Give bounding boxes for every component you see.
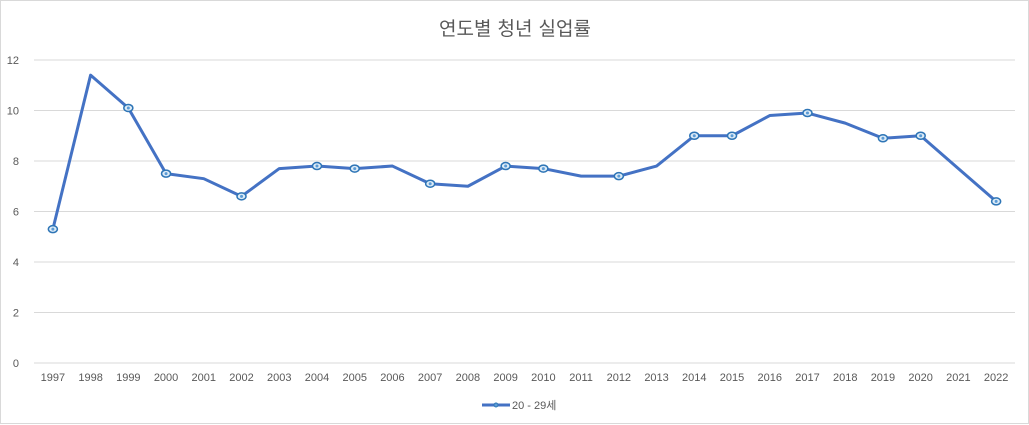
x-tick-label: 2002 [229, 372, 253, 384]
x-tick-label: 2020 [908, 372, 932, 384]
data-point-marker [160, 169, 172, 178]
series-lines [51, 73, 998, 231]
x-tick-label: 2015 [720, 372, 744, 384]
data-point-marker [123, 103, 134, 113]
data-point-marker [877, 134, 889, 143]
data-point-marker [424, 179, 436, 188]
data-point-marker [915, 131, 926, 140]
x-tick-label: 2017 [795, 372, 819, 384]
y-tick-label: 6 [13, 207, 19, 219]
y-tick-label: 2 [13, 308, 19, 320]
data-point-marker [349, 164, 360, 173]
series-markers [47, 103, 1002, 234]
x-tick-label: 2003 [267, 372, 291, 384]
y-axis-tick-labels: 0 2 4 6 8 10 12 [7, 55, 19, 370]
y-tick-label: 12 [7, 55, 19, 67]
x-tick-label: 2018 [833, 372, 857, 384]
data-point-marker [236, 192, 247, 201]
x-tick-label: 2010 [531, 372, 555, 384]
gridlines [34, 59, 1015, 364]
x-tick-label: 2013 [644, 372, 668, 384]
data-point-marker [689, 131, 700, 140]
y-tick-label: 0 [13, 358, 19, 370]
data-point-marker [990, 197, 1002, 206]
legend-label: 20 - 29세 [512, 399, 556, 412]
x-tick-label: 2019 [871, 372, 895, 384]
data-point-marker [311, 161, 323, 171]
chart-title: 연도별 청년 실업률 [439, 18, 591, 40]
series-line [51, 73, 998, 231]
x-tick-label: 2007 [418, 372, 442, 384]
data-point-marker [47, 224, 59, 234]
data-point-marker [500, 161, 511, 171]
x-axis-tick-labels: 1997 1998 1999 2000 2001 2002 2003 2004 2005 2006… [41, 372, 1009, 384]
x-tick-label: 2005 [342, 372, 366, 384]
x-tick-label: 2000 [154, 372, 178, 384]
x-tick-label: 2022 [984, 372, 1008, 384]
x-tick-label: 2011 [569, 372, 593, 384]
data-point-marker [538, 164, 549, 173]
data-point-marker [726, 131, 738, 140]
x-tick-label: 2014 [682, 372, 706, 384]
data-point-marker [802, 108, 813, 118]
x-tick-label: 1997 [41, 372, 65, 384]
x-tick-label: 2012 [607, 372, 631, 384]
x-tick-label: 2016 [758, 372, 782, 384]
legend-marker-swatch [493, 402, 499, 408]
y-tick-label: 8 [13, 156, 19, 168]
x-tick-label: 2006 [380, 372, 404, 384]
x-tick-label: 2008 [456, 372, 480, 384]
x-tick-label: 2009 [493, 372, 517, 384]
data-point-marker [613, 171, 625, 181]
y-tick-label: 4 [13, 257, 19, 269]
x-tick-label: 2001 [192, 372, 216, 384]
x-tick-label: 2021 [946, 372, 970, 384]
x-tick-label: 1999 [116, 372, 140, 384]
legend: 20 - 29세 [482, 399, 556, 412]
x-tick-label: 1998 [78, 372, 102, 384]
y-tick-label: 10 [7, 106, 19, 118]
x-tick-label: 2004 [305, 372, 329, 384]
